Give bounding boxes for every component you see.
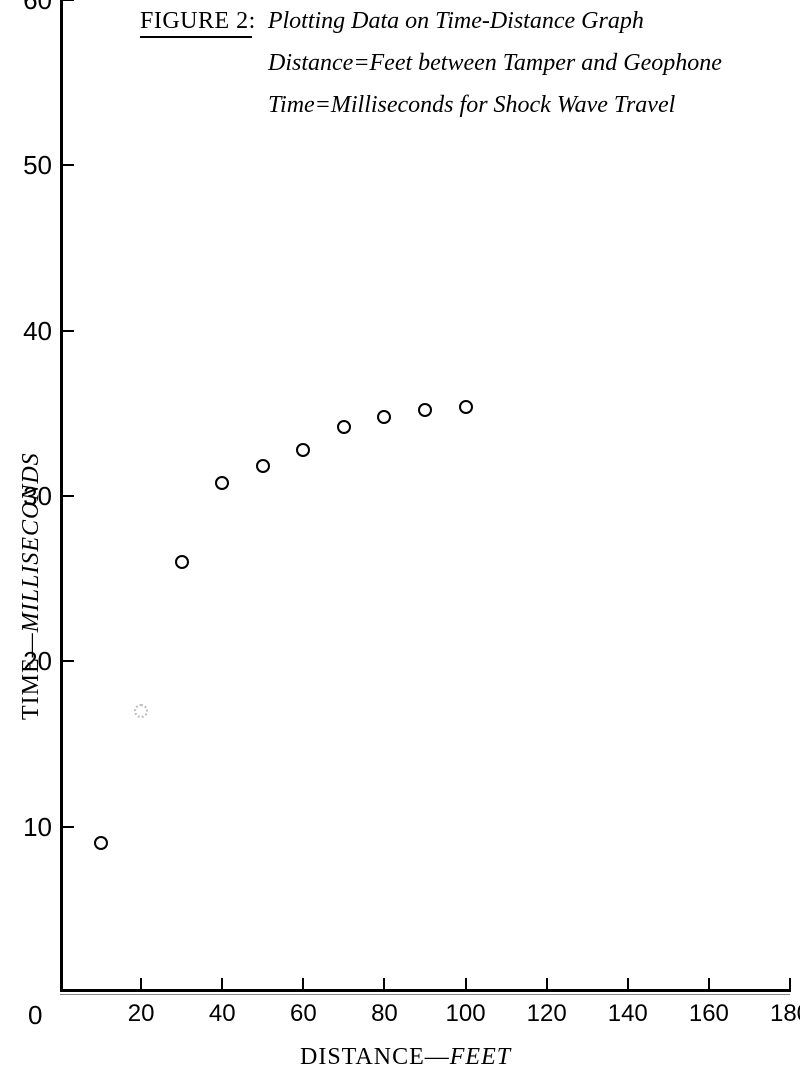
time-distance-chart: 102030405060 20406080100120140160180 0 T… [0, 0, 800, 1074]
x-axis-scanline [60, 994, 790, 995]
figure-caption-text1: Plotting Data on Time-Distance Graph [268, 8, 644, 34]
y-tick-label: 10 [0, 812, 52, 843]
data-point [134, 704, 148, 718]
data-point [296, 443, 310, 457]
figure-label: FIGURE 2: [140, 8, 256, 34]
x-tick-label: 40 [197, 1000, 247, 1028]
origin-label: 0 [28, 1000, 42, 1031]
data-point [94, 836, 108, 850]
y-tick [60, 330, 74, 332]
figure-caption-text2: Distance=Feet between Tamper and Geophon… [268, 50, 722, 76]
x-tick [302, 978, 304, 992]
x-tick-label: 80 [359, 1000, 409, 1028]
figure-caption-line2: Distance=Feet between Tamper and Geophon… [268, 50, 722, 77]
y-tick [60, 164, 74, 166]
y-tick [60, 495, 74, 497]
x-tick [465, 978, 467, 992]
x-tick-label: 140 [603, 1000, 653, 1028]
y-axis-title-plain: TIME— [18, 632, 44, 720]
y-tick-label: 40 [0, 316, 52, 347]
figure-caption-line1: FIGURE 2: Plotting Data on Time-Distance… [140, 8, 644, 35]
y-tick-label: 50 [0, 150, 52, 181]
x-tick-label: 60 [278, 1000, 328, 1028]
figure-caption-text3: Time=Milliseconds for Shock Wave Travel [268, 92, 675, 118]
x-tick-label: 100 [441, 1000, 491, 1028]
x-axis-title: DISTANCE—FEET [300, 1044, 511, 1071]
x-axis-title-unit: FEET [450, 1044, 511, 1070]
data-point [459, 400, 473, 414]
data-point [215, 476, 229, 490]
x-tick-label: 120 [522, 1000, 572, 1028]
x-tick [627, 978, 629, 992]
figure-caption-line3: Time=Milliseconds for Shock Wave Travel [268, 92, 675, 119]
data-point [377, 410, 391, 424]
y-axis-title-unit: MILLISECONDS [18, 452, 44, 632]
x-axis-line [60, 989, 790, 992]
y-tick [60, 660, 74, 662]
x-tick [140, 978, 142, 992]
x-tick [383, 978, 385, 992]
y-tick [60, 0, 74, 1]
x-tick [708, 978, 710, 992]
x-tick [789, 978, 791, 992]
x-tick [221, 978, 223, 992]
data-point [337, 420, 351, 434]
figure-label-underline [140, 36, 252, 38]
data-point [256, 459, 270, 473]
data-point [175, 555, 189, 569]
y-tick-label: 60 [0, 0, 52, 16]
x-tick-label: 20 [116, 1000, 166, 1028]
x-tick [546, 978, 548, 992]
x-tick-label: 160 [684, 1000, 734, 1028]
y-tick [60, 826, 74, 828]
data-point [418, 403, 432, 417]
x-axis-title-plain: DISTANCE— [300, 1044, 450, 1070]
x-tick-label: 180 [765, 1000, 800, 1028]
y-axis-title: TIME—MILLISECONDS [18, 452, 45, 720]
